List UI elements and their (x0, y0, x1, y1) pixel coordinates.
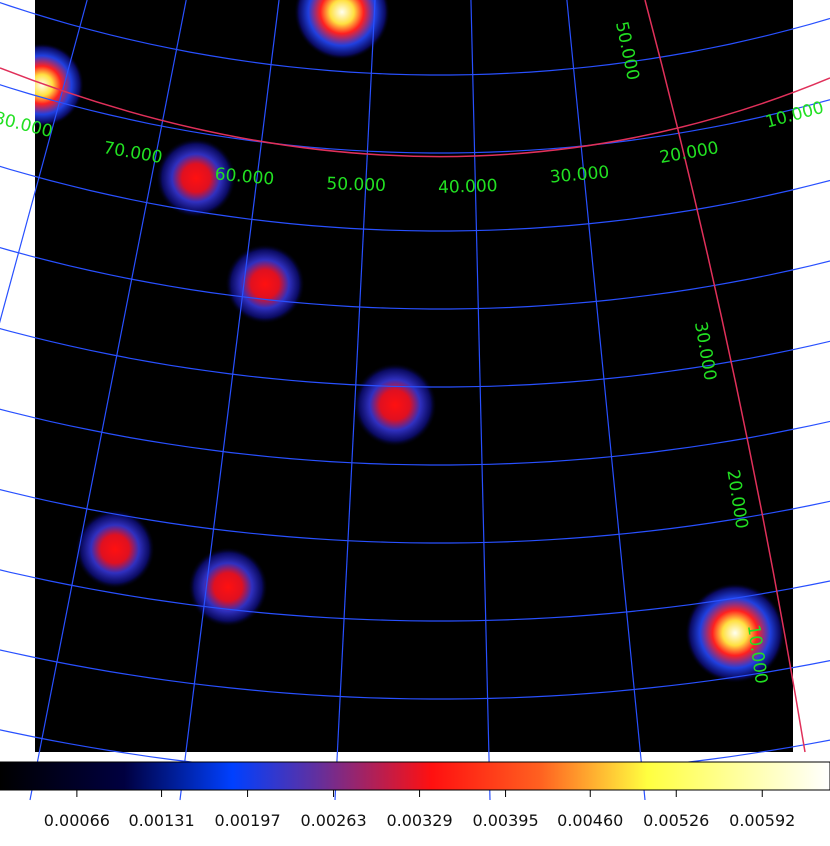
colorbar-tick-label: 0.00197 (214, 811, 280, 830)
boundary (644, 0, 806, 753)
grid-label: 50.000 (326, 174, 386, 196)
grid-line (0, 165, 830, 232)
grid-line (0, 649, 830, 700)
source (353, 363, 437, 447)
source (188, 547, 268, 627)
grid-line (29, 0, 187, 801)
sources (35, 0, 785, 683)
colorbar-tick-label: 0.00131 (128, 811, 194, 830)
colorbar-tick-label: 0.00526 (643, 811, 709, 830)
source (156, 138, 236, 218)
boundary (0, 67, 830, 158)
source (225, 244, 305, 324)
colorbar-tick-label: 0.00263 (300, 811, 366, 830)
colorbar-tick-label: 0.00066 (44, 811, 110, 830)
colorbar-tick-label: 0.00329 (386, 811, 452, 830)
source (75, 509, 155, 589)
colorbar-tick-label: 0.00592 (729, 811, 795, 830)
grid-label: 40.000 (438, 176, 498, 198)
grid-line (0, 247, 830, 310)
grid-line (0, 327, 830, 388)
colorbar (0, 761, 830, 791)
grid-line (566, 0, 646, 801)
grid-line (334, 0, 376, 801)
source (685, 583, 785, 683)
grid-line (0, 489, 830, 544)
grid-line (470, 0, 491, 801)
grid-line (0, 569, 830, 622)
grid-line (179, 0, 280, 801)
source (294, 0, 390, 60)
grid-line (0, 408, 830, 466)
grid-line (0, 2, 830, 76)
grid-line (0, 84, 830, 154)
grid-line (0, 0, 88, 324)
colorbar-tick-label: 0.00395 (472, 811, 538, 830)
colorbar-tick-label: 0.00460 (557, 811, 623, 830)
colorbar-ticks: 0.00066 0.00131 0.00197 0.00263 0.00329 0.003… (44, 790, 795, 830)
